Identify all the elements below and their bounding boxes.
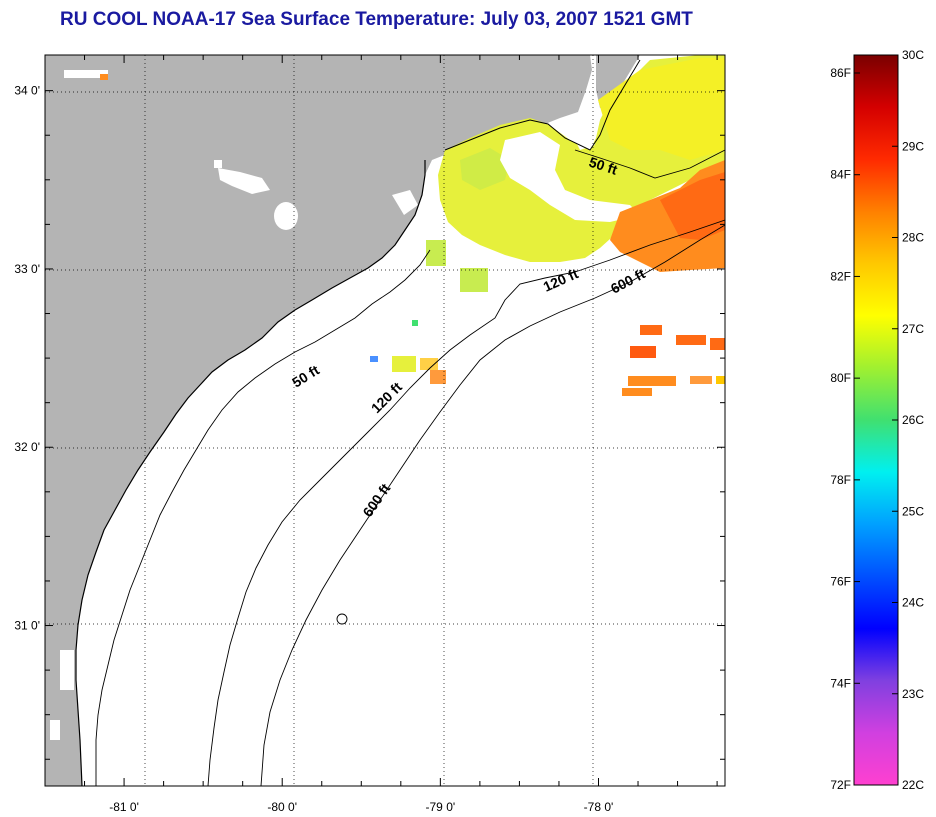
colorbar-c-label: 24C bbox=[902, 596, 924, 610]
lon-tick-label: -78 0' bbox=[584, 800, 614, 814]
lon-tick-label: -80 0' bbox=[267, 800, 297, 814]
colorbar-c-label: 29C bbox=[902, 139, 924, 153]
colorbar-f-label: 72F bbox=[830, 778, 851, 792]
land-mass bbox=[45, 55, 592, 786]
grid-lines bbox=[45, 55, 725, 786]
lat-tick-label: 33 0' bbox=[14, 262, 40, 276]
colorbar-c-label: 28C bbox=[902, 231, 924, 245]
colorbar-f-label: 76F bbox=[830, 575, 851, 589]
depth-contour-50ft-ne bbox=[574, 149, 725, 179]
cloud-patches-land bbox=[50, 70, 418, 740]
depth-contour-600ft bbox=[260, 224, 725, 786]
lat-tick-label: 31 0' bbox=[14, 619, 40, 633]
colorbar-c-label: 27C bbox=[902, 322, 924, 336]
map-area: 50 ft 120 ft 600 ft 50 ft 120 ft 600 ft bbox=[45, 55, 725, 786]
colorbar-c-label: 23C bbox=[902, 687, 924, 701]
colorbar-c-label: 26C bbox=[902, 413, 924, 427]
colorbar-f-label: 80F bbox=[830, 371, 851, 385]
map-frame bbox=[44, 54, 726, 787]
colorbar-scale bbox=[853, 54, 899, 786]
map-title: RU COOL NOAA-17 Sea Surface Temperature:… bbox=[60, 9, 693, 30]
colorbar-f-label: 82F bbox=[830, 269, 851, 283]
colorbar-f-label: 86F bbox=[830, 66, 851, 80]
colorbar: 86F 84F 82F 80F 78F 76F 74F 72F 30C 29C 28C 27C 26C 2… bbox=[830, 48, 924, 792]
coastline-ne bbox=[444, 59, 641, 151]
colorbar-f-label: 84F bbox=[830, 168, 851, 182]
colorbar-f-label: 78F bbox=[830, 473, 851, 487]
colorbar-c-label: 22C bbox=[902, 778, 924, 792]
coastline bbox=[75, 160, 426, 786]
colorbar-c-label: 30C bbox=[902, 48, 924, 62]
depth-contour-50ft bbox=[95, 249, 431, 786]
colorbar-c-label: 25C bbox=[902, 504, 924, 518]
colorbar-labels: 86F 84F 82F 80F 78F 76F 74F 72F 30C 29C 28C 27C 26C 2… bbox=[830, 48, 924, 792]
colorbar-f-label: 74F bbox=[830, 676, 851, 690]
lon-tick-label: -79 0' bbox=[426, 800, 456, 814]
lon-tick-label: -81 0' bbox=[109, 800, 139, 814]
depth-contour-120ft bbox=[207, 219, 725, 786]
lat-tick-label: 32 0' bbox=[14, 440, 40, 454]
axis-ticks: -81 0' -80 0' -79 0' -78 0' 34 0' 33 0' 32 0' 3… bbox=[14, 55, 725, 814]
sst-data-patches bbox=[100, 55, 725, 396]
lat-tick-label: 34 0' bbox=[14, 84, 40, 98]
